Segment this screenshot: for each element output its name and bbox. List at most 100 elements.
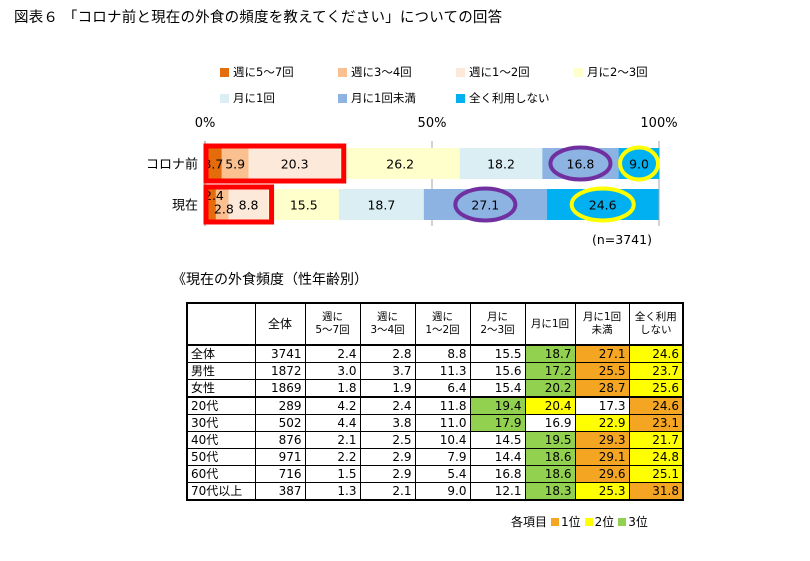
table-cell: 971 [254, 448, 306, 466]
table-cell: 9.0 [414, 482, 471, 501]
table-cell: 27.1 [574, 344, 630, 363]
table-cell: 29.3 [574, 431, 630, 449]
table-cell: 23.7 [628, 362, 684, 380]
table-cell: 25.1 [628, 465, 684, 483]
x-tick-label: 50% [418, 116, 447, 131]
legend-item: 週に3～4回 [338, 64, 412, 80]
table-row: 60代 716 1.5 2.9 5.4 16.8 18.6 29.6 25.1 [186, 465, 684, 483]
row-label: 男性 [186, 362, 256, 380]
table-cell: 1.8 [304, 379, 361, 398]
table-cell: 5.4 [414, 465, 471, 483]
table-cell: 6.4 [414, 379, 471, 398]
table-cell: 2.9 [359, 448, 416, 466]
table-cell: 19.4 [469, 396, 526, 415]
rank-legend-swatch [618, 517, 627, 526]
highlight-ellipse [569, 186, 636, 223]
legend-label: 月に1回 [233, 91, 275, 105]
bar-segment [228, 189, 269, 220]
bar-segment [205, 148, 222, 179]
legend-swatch [338, 93, 347, 103]
table-cell: 22.9 [574, 414, 630, 432]
table-cell: 1872 [254, 362, 306, 380]
data-label: 24.6 [589, 198, 617, 213]
table-cell: 2.2 [304, 448, 361, 466]
legend-swatch [574, 67, 583, 77]
table-header-row: 全体 週に 5～7回 週に 3～4回 週に 1～2回 月に 2～3回 月に1回 月に1回 未満 全く利用… [186, 302, 684, 346]
legend-swatch [338, 67, 347, 77]
bar-segment [205, 189, 216, 220]
data-label: 18.2 [487, 157, 515, 172]
table-row: 20代 289 4.2 2.4 11.8 19.4 20.4 17.3 24.6 [186, 396, 684, 415]
table-body: 全体 3741 2.4 2.8 8.8 15.5 18.7 27.1 24.6 男性 1872 3.0… [186, 344, 684, 501]
legend-item: 週に5～7回 [220, 64, 294, 80]
table-cell: 387 [254, 482, 306, 501]
table-cell: 25.3 [574, 482, 630, 501]
data-label: 15.5 [290, 198, 318, 213]
table-cell: 876 [254, 431, 306, 449]
table-cell: 289 [254, 396, 306, 415]
table-cell: 20.4 [524, 396, 576, 415]
table-cell: 2.4 [359, 396, 416, 415]
legend-label: 週に3～4回 [351, 65, 412, 79]
highlight-box-red [203, 184, 275, 225]
bar-segment [268, 189, 339, 220]
legend-swatch [220, 67, 229, 77]
table-cell: 15.6 [469, 362, 526, 380]
table-cell: 2.1 [304, 431, 361, 449]
table-cell: 1.9 [359, 379, 416, 398]
table-cell: 15.4 [469, 379, 526, 398]
table-header-cell: 月に1回 [524, 302, 576, 346]
stacked-bar-chart: 0% 50% 100%コロナ前 3.7 5.9 20.3 26.2 18.2 16.8 9.0現在… [146, 116, 678, 226]
legend-label: 週に5～7回 [233, 65, 294, 79]
table-cell: 21.7 [628, 431, 684, 449]
data-label: 16.8 [567, 157, 595, 172]
row-label: 60代 [186, 465, 256, 483]
rank-legend-label: 2位 [594, 515, 615, 529]
table-cell: 502 [254, 414, 306, 432]
table-cell: 7.9 [414, 448, 471, 466]
row-label: 40代 [186, 431, 256, 449]
table-cell: 4.2 [304, 396, 361, 415]
table-cell: 20.2 [524, 379, 576, 398]
table-cell: 716 [254, 465, 306, 483]
table-cell: 11.8 [414, 396, 471, 415]
rank-legend-prefix: 各項目 [511, 515, 548, 529]
bar-segment [340, 148, 460, 179]
table-cell: 2.1 [359, 482, 416, 501]
table-header-cell: 月に1回 未満 [574, 302, 630, 346]
data-label: 18.7 [367, 198, 395, 213]
legend-label: 全く利用しない [469, 91, 550, 105]
legend-swatch [456, 67, 465, 77]
bar-segment [423, 189, 547, 220]
table-cell: 24.6 [628, 344, 684, 363]
highlight-ellipse [548, 145, 613, 182]
row-label: 女性 [186, 379, 256, 398]
legend-swatch [456, 93, 465, 103]
table-cell: 15.5 [469, 344, 526, 363]
row-label: 50代 [186, 448, 256, 466]
bar-segment [338, 189, 424, 220]
data-label: 9.0 [629, 157, 649, 172]
legend-item: 全く利用しない [456, 90, 550, 106]
highlight-ellipse [618, 145, 661, 182]
table-cell: 18.6 [524, 448, 576, 466]
data-label: 26.2 [386, 157, 414, 172]
table-cell: 11.0 [414, 414, 471, 432]
figure-title: 図表６ 「コロナ前と現在の外食の頻度を教えてください」についての回答 [14, 10, 503, 26]
bar-segment [215, 189, 229, 220]
data-label: 20.3 [281, 157, 309, 172]
bar-segment [248, 148, 341, 179]
table-header-cell [186, 302, 256, 346]
category-label: 現在 [172, 199, 198, 214]
table-cell: 4.4 [304, 414, 361, 432]
table-cell: 29.1 [574, 448, 630, 466]
table-cell: 17.2 [524, 362, 576, 380]
legend-label: 月に2～3回 [587, 65, 648, 79]
table-cell: 3.8 [359, 414, 416, 432]
bar-segment [459, 148, 543, 179]
table-cell: 24.8 [628, 448, 684, 466]
legend-item: 月に1回 [220, 90, 275, 106]
table-cell: 17.3 [574, 396, 630, 415]
table-cell: 14.4 [469, 448, 526, 466]
bar-segment [221, 148, 249, 179]
